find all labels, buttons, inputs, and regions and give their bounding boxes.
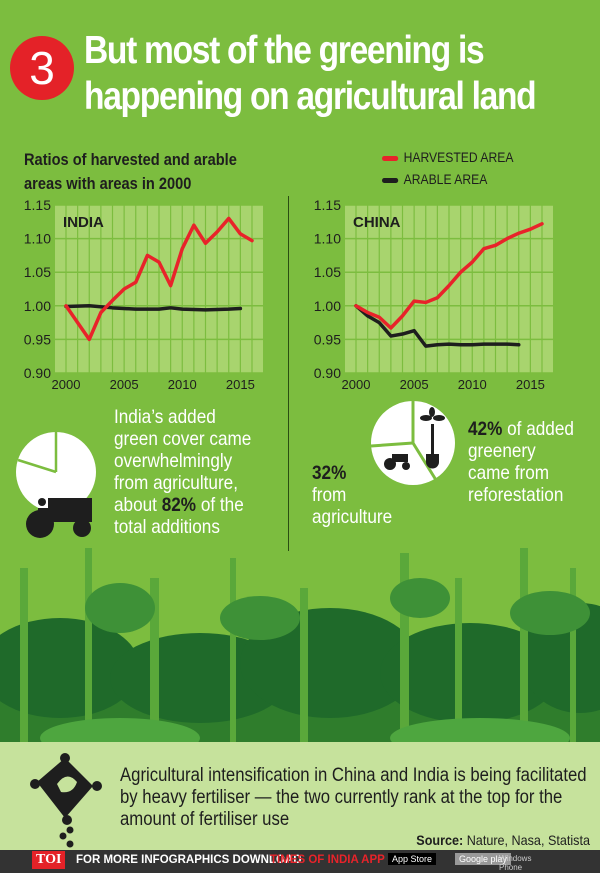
chart-subtitle: Ratios of harvested and arable areas with… [24, 148, 282, 196]
y-tick-label: 1.00 [314, 298, 341, 314]
china-agri-pct: 32% [312, 462, 347, 484]
legend-swatch-red [382, 155, 399, 161]
source-text: Nature, Nasa, Statista [463, 832, 590, 848]
chart-title: CHINA [353, 214, 401, 231]
source-label: Source: [416, 832, 464, 848]
note-line: from [312, 484, 347, 506]
y-tick-label: 0.95 [314, 331, 341, 347]
legend-swatch-black [382, 177, 399, 183]
source-credit: Source: Nature, Nasa, Statista [416, 832, 590, 848]
x-tick-label: 2015 [226, 377, 255, 392]
tractor-icon [384, 454, 410, 470]
legend-arable: ARABLE AREA [382, 172, 487, 187]
legend-harvested: HARVESTED AREA [382, 150, 513, 165]
y-tick-label: 1.15 [24, 197, 51, 213]
y-tick-label: 1.05 [24, 264, 51, 280]
y-tick-label: 0.90 [314, 365, 341, 381]
x-tick-label: 2000 [52, 377, 81, 392]
x-tick-label: 2005 [110, 377, 139, 392]
note-line: agriculture [312, 506, 393, 528]
legend-label: HARVESTED AREA [403, 150, 514, 165]
note-text: about [114, 494, 162, 516]
pie-divider [370, 441, 414, 448]
fertiliser-note: Agricultural intensification in China an… [120, 765, 587, 830]
note-line: greenery [468, 440, 536, 462]
china-agri-note: 32% from agriculture [312, 462, 392, 528]
chart-title: INDIA [63, 214, 104, 231]
china-reforest-note: 42% of added greenery came from reforest… [468, 418, 574, 506]
note-text: of added [502, 418, 574, 440]
india-pct: 82% [161, 494, 197, 516]
plant-shovel-icon [420, 407, 445, 469]
google-play-badge[interactable]: Google play [455, 853, 512, 865]
subtitle-line-2: areas with areas in 2000 [24, 174, 192, 193]
india-pie-chart [16, 432, 96, 538]
pie-divider [411, 442, 438, 481]
note-line: reforestation [468, 484, 564, 506]
y-tick-label: 0.90 [24, 365, 51, 381]
x-tick-label: 2010 [458, 377, 487, 392]
china-reforest-pct: 42% [468, 418, 503, 440]
y-tick-label: 1.05 [314, 264, 341, 280]
series-line-harvested-area [354, 222, 544, 330]
app-store-badge[interactable]: App Store [388, 853, 437, 865]
divider [288, 196, 289, 551]
forest-illustration [0, 548, 600, 748]
y-tick-label: 0.95 [24, 331, 51, 347]
note-line: from agriculture, [114, 472, 238, 494]
footer-bar: TOI FOR MORE INFOGRAPHICS DOWNLOAD TIMES… [0, 850, 600, 873]
title-line-1: But most of the greening is [84, 29, 485, 72]
note-text: of the [196, 494, 244, 516]
x-tick-label: 2010 [168, 377, 197, 392]
y-tick-label: 1.15 [314, 197, 341, 213]
footer-text: FOR MORE INFOGRAPHICS DOWNLOAD [76, 854, 302, 866]
legend-label: ARABLE AREA [403, 172, 488, 187]
series-line-harvested-area [64, 216, 254, 342]
tractor-icon [26, 498, 92, 538]
subtitle-line-1: Ratios of harvested and arable [24, 150, 237, 169]
toi-logo: TOI [32, 851, 66, 869]
series-line-arable-area [64, 304, 243, 312]
bottom-panel [0, 742, 600, 850]
y-tick-label: 1.00 [24, 298, 51, 314]
china-pie-chart [370, 401, 455, 485]
note-line: came from [468, 462, 550, 484]
india-note: India’s added green cover came overwhelm… [114, 406, 251, 538]
section-number-badge: 3 [10, 36, 74, 100]
windows-phone-badge[interactable]: Windows Phone [499, 854, 532, 872]
y-tick-label: 1.10 [314, 231, 341, 247]
footer-app-link[interactable]: TIMES OF INDIA APP [270, 854, 385, 866]
fertiliser-bag-icon [30, 753, 102, 848]
page-title: But most of the greening is happening on … [84, 28, 600, 120]
series-line-arable-area [354, 304, 521, 348]
y-tick-label: 1.10 [24, 231, 51, 247]
x-tick-label: 2000 [342, 377, 371, 392]
x-tick-label: 2015 [516, 377, 545, 392]
note-line: green cover came [114, 428, 252, 450]
title-line-2: happening on agricultural land [84, 75, 537, 118]
note-line: overwhelmingly [114, 450, 233, 472]
x-tick-label: 2005 [400, 377, 429, 392]
pie-divider [17, 458, 57, 474]
note-line: India’s added [114, 406, 216, 428]
note-line: total additions [114, 516, 220, 538]
